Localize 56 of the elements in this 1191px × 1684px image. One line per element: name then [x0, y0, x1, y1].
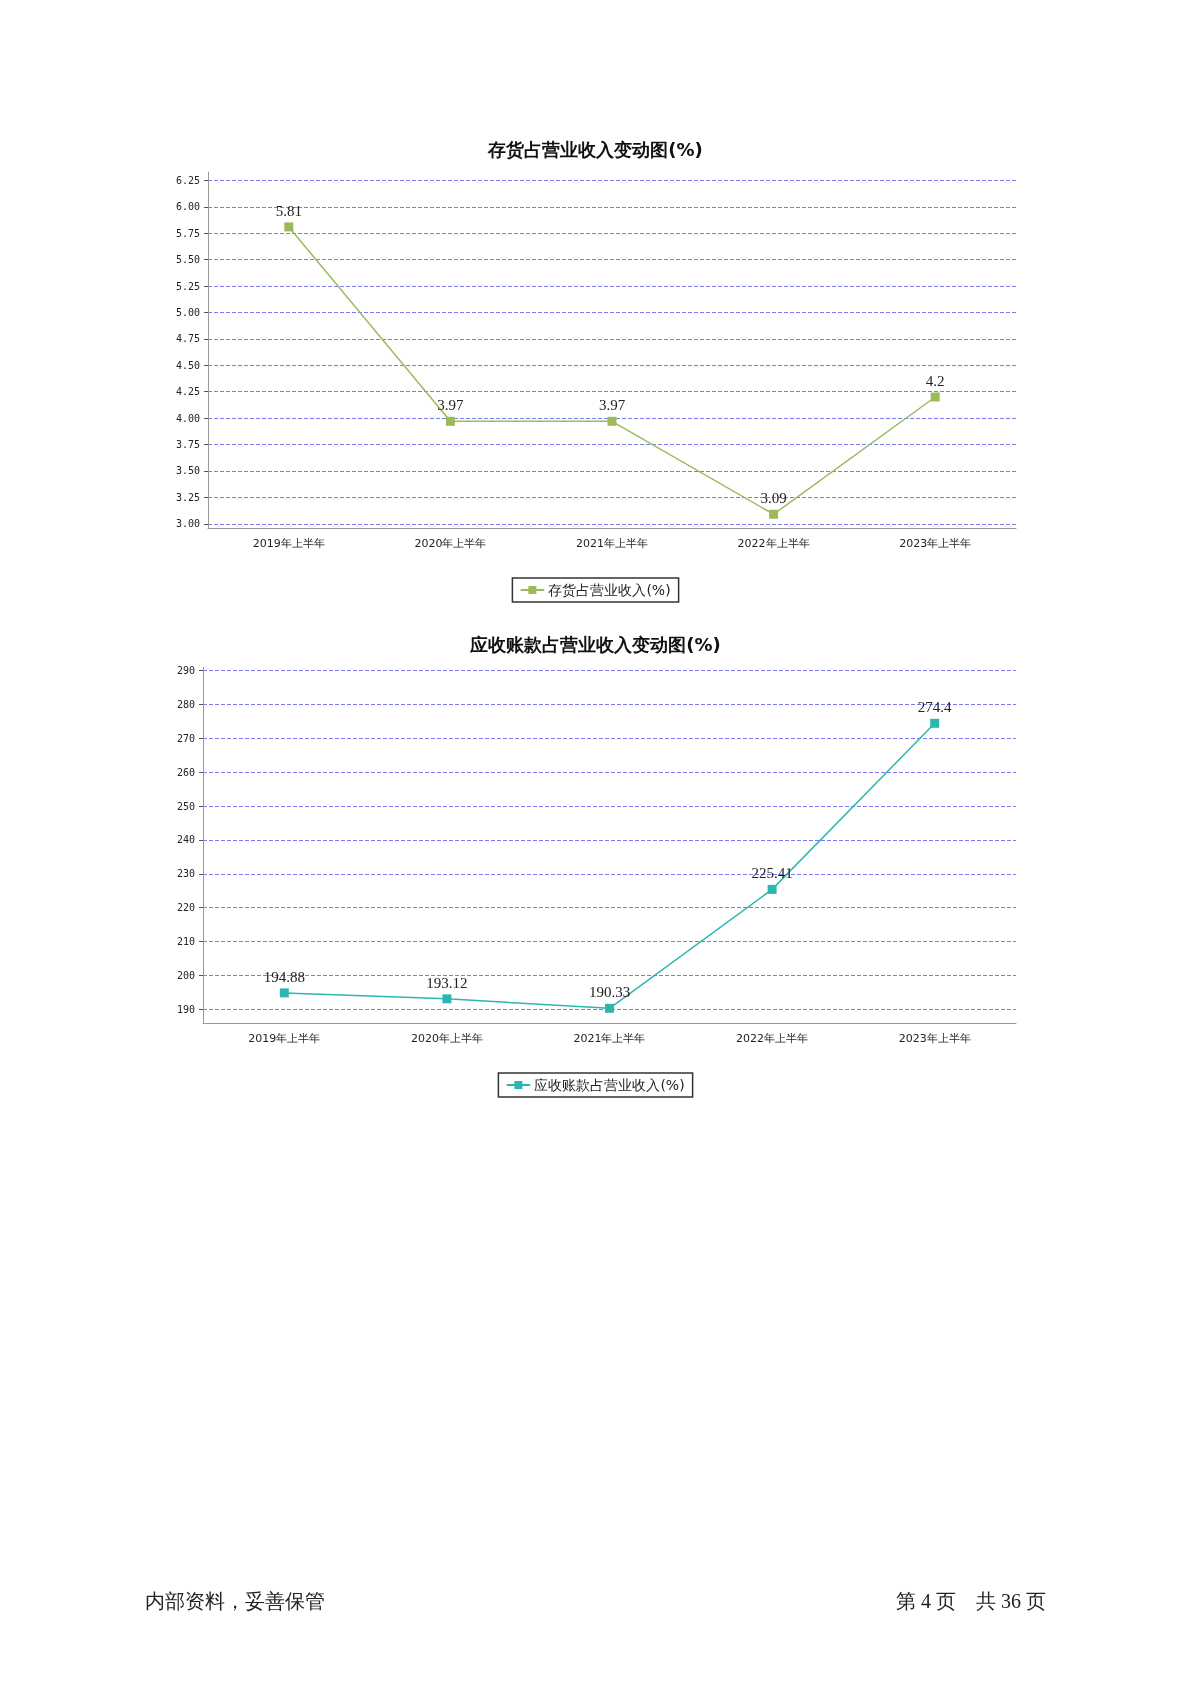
y-tick-label: 190 [176, 1003, 195, 1015]
text: 第 4 页 共 36 页 [896, 1589, 1046, 1614]
x-tick-label: 2021年上半年 [576, 537, 648, 550]
x-tick-label: 2023年上半年 [898, 1032, 971, 1045]
y-tick-label: 280 [176, 698, 195, 710]
point [930, 392, 940, 402]
y-tick-label: 6.25 [175, 174, 200, 186]
x-tick-label: 2019年上半年 [252, 537, 325, 550]
legend-label: 应收账款占营业收入(%) [534, 1077, 685, 1093]
y-tick-label: 240 [176, 834, 195, 846]
x-tick-label: 2022年上半年 [736, 1032, 809, 1045]
y-tick-label: 3.50 [175, 465, 200, 477]
y-tick-label: 3.00 [175, 518, 200, 530]
y-tick-label: 220 [176, 902, 195, 914]
y-tick-label: 5.75 [175, 227, 200, 239]
y-tick-label: 230 [176, 868, 195, 880]
data-label: 3.97 [598, 397, 626, 414]
y-tick-label: 5.25 [175, 280, 200, 292]
y-tick-label: 290 [176, 664, 195, 676]
y-tick-label: 270 [176, 732, 195, 744]
data-label: 3.97 [437, 397, 465, 414]
point [279, 988, 289, 998]
point [442, 994, 452, 1004]
y-tick-label: 3.75 [175, 439, 200, 451]
x-tick-label: 2019年上半年 [248, 1032, 321, 1045]
x-tick-label: 2020年上半年 [414, 537, 487, 550]
chart-title: 应收账款占营业收入变动图(%) [469, 633, 721, 655]
y-tick-label: 260 [176, 766, 195, 778]
y-tick-label: 200 [176, 970, 195, 982]
y-tick-label: 5.50 [175, 254, 200, 266]
y-tick-label: 5.00 [175, 307, 200, 318]
data-label: 193.12 [426, 974, 468, 991]
y-tick-label: 4.50 [175, 359, 200, 371]
chart-title: 存货占营业收入变动图(%) [487, 138, 703, 160]
data-label: 4.2 [925, 373, 945, 390]
x-tick-label: 2023年上半年 [899, 537, 972, 550]
y-tick-label: 250 [176, 800, 195, 812]
y-tick-label: 210 [176, 936, 195, 948]
y-tick-label: 4.75 [175, 333, 200, 345]
y-tick-label: 3.25 [175, 491, 200, 503]
point [607, 416, 617, 426]
x-tick-label: 2020年上半年 [410, 1032, 483, 1045]
point [767, 884, 777, 894]
point [284, 222, 294, 232]
x-tick-label: 2022年上半年 [737, 537, 810, 550]
data-label: 190.33 [588, 984, 631, 1001]
point [930, 718, 940, 728]
legend-label: 存货占营业收入(%) [548, 582, 671, 598]
point [769, 509, 779, 519]
y-tick-label: 6.00 [175, 201, 200, 213]
text: 内部资料，妥善保管 [145, 1589, 325, 1614]
x-tick-label: 2021年上半年 [573, 1032, 646, 1045]
point [445, 416, 455, 426]
y-tick-label: 4.00 [175, 412, 200, 424]
y-tick-label: 4.25 [175, 386, 200, 398]
point [605, 1003, 614, 1013]
